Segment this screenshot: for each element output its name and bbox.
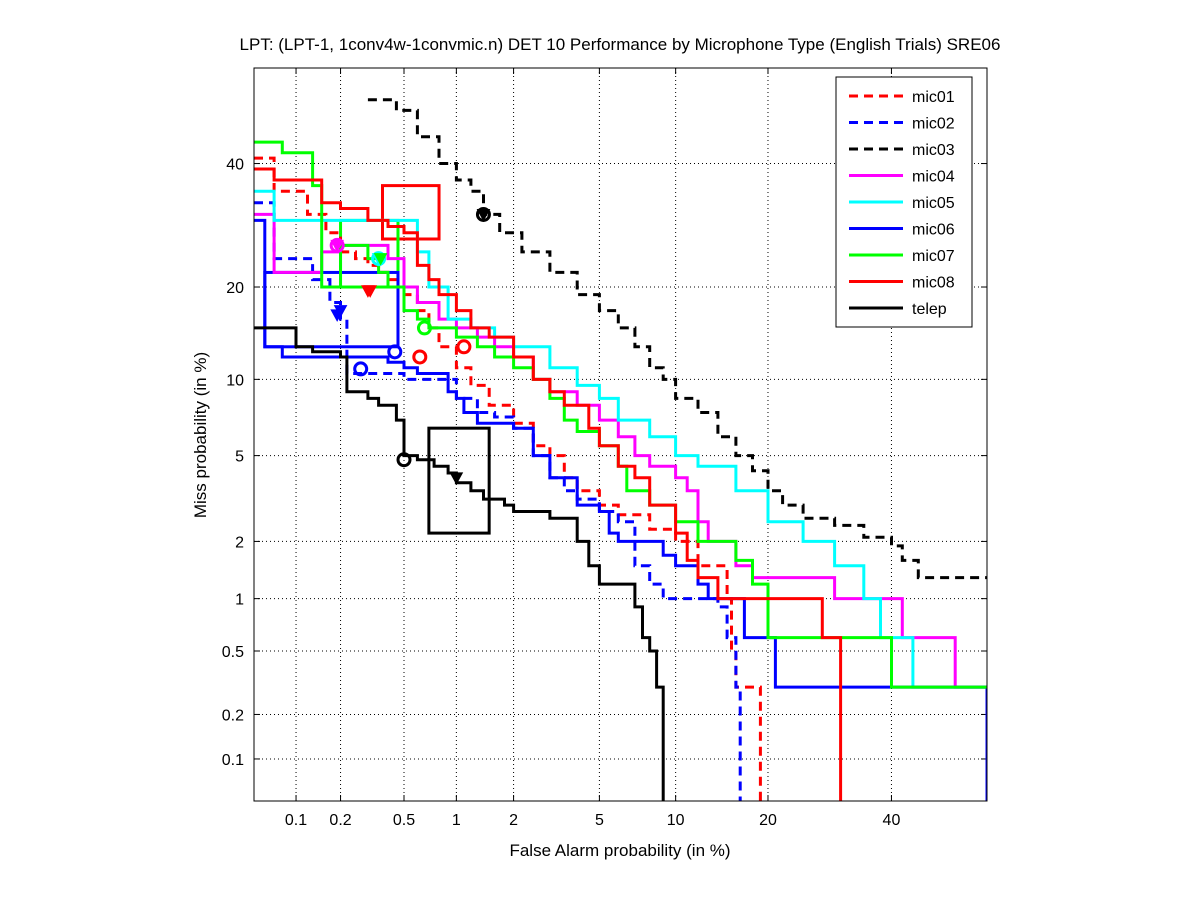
marker-group [329, 206, 491, 485]
min-dcf-marker-mic01 [412, 349, 428, 365]
legend-label-telep: telep [912, 301, 947, 318]
min-dcf-marker-mic08 [456, 339, 472, 355]
legend-label-mic04: mic04 [912, 169, 955, 186]
act-dcf-marker-mic04 [330, 239, 345, 253]
act-dcf-marker-mic07 [373, 253, 388, 266]
y-tick-label: 1 [235, 592, 244, 609]
confidence-box-telep [427, 426, 491, 535]
x-tick-label: 0.2 [329, 812, 351, 829]
min-dcf-marker-mic07 [416, 320, 432, 336]
legend: mic01 mic02 mic03 mic04 mic05 mic06 mic07 mic08… [835, 76, 973, 328]
series-group [254, 98, 987, 801]
legend-label-mic05: mic05 [912, 195, 955, 212]
y-tick-label: 20 [226, 280, 244, 297]
y-tick-label: 2 [235, 534, 244, 551]
y-tick-label: 0.1 [222, 752, 244, 769]
act-dcf-marker-mic08 [363, 285, 378, 298]
y-tick-label: 40 [226, 157, 244, 174]
plot-frame [253, 67, 988, 802]
y-tick-label: 0.2 [222, 707, 244, 724]
x-tick-label: 2 [509, 812, 518, 829]
act-dcf-marker-mic06 [333, 305, 348, 318]
legend-label-mic01: mic01 [912, 89, 955, 106]
chart-title: LPT: (LPT-1, 1conv4w-1convmic.n) DET 10 … [240, 35, 1001, 54]
act-dcf-marker-mic03 [476, 208, 491, 222]
legend-label-mic07: mic07 [912, 248, 955, 265]
min-dcf-marker-telep [396, 452, 412, 468]
y-tick-labels: 0.1 0.2 0.5 1 2 5 10 20 40 [222, 157, 244, 769]
x-tick-label: 0.5 [393, 812, 415, 829]
series-line-mic03 [367, 98, 987, 580]
series-line-mic01 [254, 156, 762, 801]
x-tick-label: 1 [452, 812, 461, 829]
confidence-box-mic08 [380, 184, 441, 241]
x-axis-label: False Alarm probability (in %) [509, 841, 730, 860]
x-tick-label: 10 [667, 812, 685, 829]
grid [254, 68, 987, 801]
min-dcf-marker-mic06 [387, 344, 403, 360]
x-tick-label: 40 [883, 812, 901, 829]
x-tick-label: 20 [759, 812, 777, 829]
series-line-mic06 [254, 218, 987, 801]
min-dcf-marker-mic02 [353, 361, 369, 377]
y-tick-label: 10 [226, 372, 244, 389]
legend-label-mic03: mic03 [912, 142, 955, 159]
y-tick-label: 5 [235, 449, 244, 466]
series-line-mic08 [254, 167, 843, 801]
x-tick-labels: 0.1 0.2 0.5 1 2 5 10 20 40 [285, 812, 901, 829]
y-axis-label: Miss probability (in %) [191, 352, 210, 518]
series-line-telep [254, 326, 665, 801]
x-tick-label: 0.1 [285, 812, 307, 829]
legend-label-mic08: mic08 [912, 275, 955, 292]
act-dcf-marker-telep [449, 472, 464, 485]
x-tick-label: 5 [595, 812, 604, 829]
legend-label-mic02: mic02 [912, 116, 955, 133]
legend-label-mic06: mic06 [912, 222, 955, 239]
y-tick-label: 0.5 [222, 644, 244, 661]
